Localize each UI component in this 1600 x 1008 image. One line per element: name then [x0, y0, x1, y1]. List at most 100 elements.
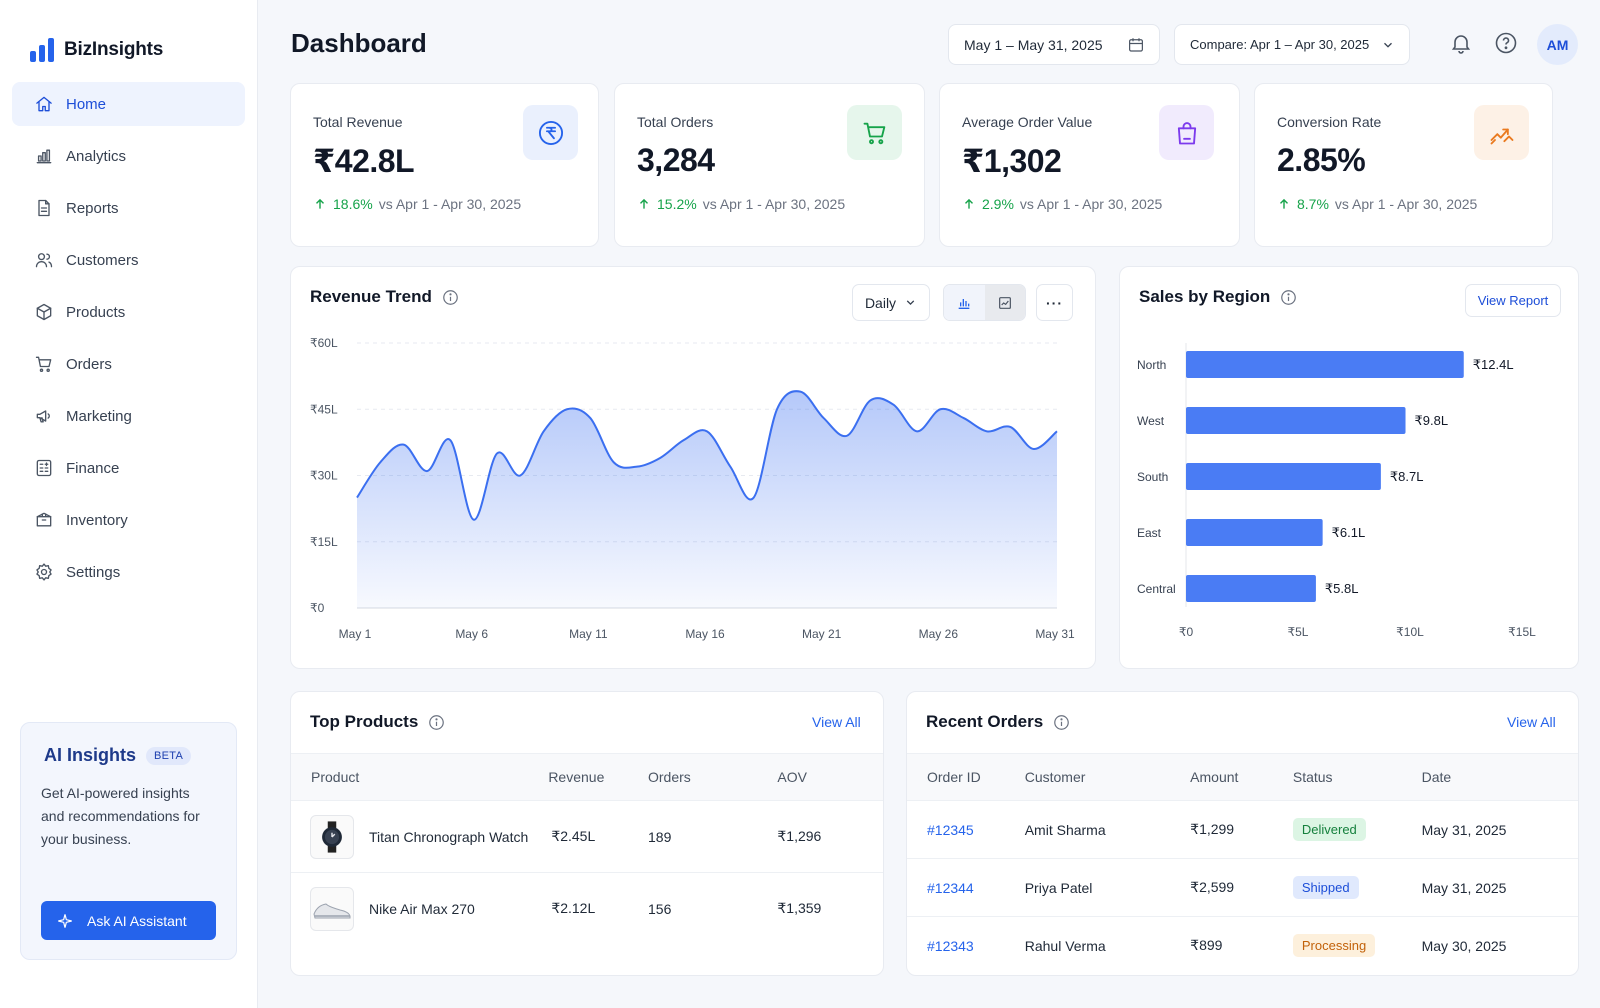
info-icon[interactable]	[428, 714, 445, 731]
sidebar-item-label: Analytics	[66, 147, 127, 165]
area-view-button[interactable]	[984, 285, 1025, 320]
granularity-value: Daily	[864, 294, 897, 311]
product-thumbnail	[310, 814, 354, 859]
sidebar-item-inventory[interactable]: Inventory	[12, 498, 245, 542]
more-options-button[interactable]: ···	[1036, 284, 1073, 321]
column-header[interactable]: Status	[1292, 753, 1422, 801]
x-tick-label: May 31	[1035, 627, 1075, 641]
date-range-picker[interactable]: May 1 – May 31, 2025	[948, 24, 1160, 65]
granularity-dropdown[interactable]: Daily	[852, 284, 930, 321]
sales-by-region-card: Sales by Region View Report North ₹12.4L W…	[1119, 266, 1579, 669]
order-customer: Priya Patel	[1024, 858, 1191, 917]
revenue-trend-title: Revenue Trend	[310, 287, 432, 306]
table-row[interactable]: #12344 Priya Patel ₹2,599 Shipped May 31…	[907, 858, 1578, 917]
top-products-view-all-link[interactable]: View All	[812, 714, 861, 730]
order-id-link[interactable]: #12345	[927, 821, 974, 838]
sidebar-item-customers[interactable]: Customers	[12, 238, 245, 282]
bar-chart-icon	[36, 149, 52, 164]
kpi-card-conversion-rate: Conversion Rate 2.85% 8.7% vs Apr 1 - Ap…	[1254, 83, 1553, 247]
sidebar-item-products[interactable]: Products	[12, 290, 245, 334]
product-cell: Titan Chronograph Watch	[291, 800, 549, 873]
kpi-label: Total Revenue	[313, 114, 403, 130]
arrow-up-icon	[965, 198, 973, 209]
shoe-icon	[313, 903, 351, 919]
kpi-change: 8.7% vs Apr 1 - Apr 30, 2025	[1277, 196, 1477, 212]
sidebar-item-finance[interactable]: Finance	[12, 446, 245, 490]
sidebar-item-label: Finance	[66, 459, 120, 477]
table-row[interactable]: #12345 Amit Sharma ₹1,299 Delivered May …	[907, 800, 1578, 859]
product-aov: ₹1,359	[777, 900, 822, 917]
order-date: May 31, 2025	[1421, 858, 1578, 917]
sidebar: BizInsights Home Analytics Reports Customer…	[0, 0, 258, 1008]
x-tick-label: May 11	[569, 627, 608, 641]
column-header[interactable]: Amount	[1190, 753, 1293, 801]
sidebar-item-label: Home	[66, 95, 107, 113]
recent-orders-table: Order ID Customer Amount Status Date #12345 …	[907, 753, 1578, 975]
status-badge: Processing	[1292, 934, 1376, 958]
kpi-label: Average Order Value	[962, 114, 1093, 130]
product-orders: 189	[648, 800, 778, 873]
column-header[interactable]: Product	[291, 753, 549, 801]
column-header[interactable]: AOV	[777, 753, 883, 801]
product-name: Titan Chronograph Watch	[369, 828, 529, 845]
kpi-card-average-order-value: Average Order Value ₹1,302 2.9% vs Apr 1…	[939, 83, 1240, 247]
recent-orders-view-all-link[interactable]: View All	[1507, 714, 1556, 730]
kpi-value: ₹42.8L	[313, 143, 415, 179]
trend-up-icon	[1490, 128, 1513, 144]
y-tick-label: ₹30L	[310, 469, 338, 483]
kpi-icon-badge	[1159, 105, 1214, 160]
product-aov: ₹1,296	[777, 800, 883, 873]
table-row[interactable]: #12343 Rahul Verma ₹899 Processing May 3…	[907, 917, 1578, 975]
users-icon	[35, 253, 53, 268]
sidebar-item-marketing[interactable]: Marketing	[12, 394, 245, 438]
ask-ai-assistant-button[interactable]: Ask AI Assistant	[41, 901, 216, 940]
revenue-trend-card: Revenue Trend Daily ··· ₹0 ₹15L ₹30L ₹45L ₹6…	[290, 266, 1096, 669]
beta-badge: BETA	[146, 746, 192, 765]
kpi-value: 3,284	[637, 142, 715, 178]
info-icon[interactable]	[442, 289, 459, 306]
calculator-icon	[36, 459, 52, 477]
sidebar-item-home[interactable]: Home	[12, 82, 245, 126]
info-icon[interactable]	[1280, 289, 1297, 306]
kpi-icon-badge	[1474, 105, 1529, 160]
column-header[interactable]: Orders	[648, 753, 778, 801]
table-row[interactable]: Titan Chronograph Watch ₹2.45L 189 ₹1,29…	[291, 800, 883, 873]
column-header[interactable]: Order ID	[907, 753, 1025, 801]
sidebar-item-reports[interactable]: Reports	[12, 186, 245, 230]
product-cell: Nike Air Max 270	[291, 873, 548, 945]
y-tick-label: ₹0	[310, 601, 325, 615]
sidebar-item-analytics[interactable]: Analytics	[12, 134, 245, 178]
category-label: Central	[1137, 582, 1176, 596]
column-header[interactable]: Revenue	[548, 753, 648, 801]
table-row[interactable]: Nike Air Max 270 ₹2.12L 156 ₹1,359	[291, 873, 883, 945]
calendar-icon	[1129, 37, 1143, 52]
shopping-bag-icon	[1177, 121, 1196, 144]
sidebar-item-orders[interactable]: Orders	[12, 342, 245, 386]
column-header[interactable]: Date	[1421, 753, 1578, 801]
bar-view-button[interactable]	[944, 285, 985, 320]
order-id-link[interactable]: #12343	[927, 937, 974, 954]
sidebar-item-label: Marketing	[66, 407, 132, 425]
sidebar-item-label: Products	[66, 303, 126, 321]
ai-insights-title: AI Insights	[44, 745, 137, 765]
info-icon[interactable]	[1053, 714, 1070, 731]
help-button[interactable]	[1493, 30, 1519, 56]
order-id-link[interactable]: #12344	[927, 879, 974, 896]
x-tick-label: May 21	[802, 627, 842, 641]
view-report-button[interactable]: View Report	[1465, 284, 1561, 317]
column-header[interactable]: Customer	[1024, 753, 1191, 801]
kpi-compare-period: vs Apr 1 - Apr 30, 2025	[1019, 196, 1163, 212]
user-avatar[interactable]: AM	[1537, 24, 1578, 65]
cart-icon	[35, 356, 52, 373]
brand[interactable]: BizInsights	[0, 0, 257, 76]
top-products-title: Top Products	[310, 712, 419, 731]
arrow-up-icon	[640, 198, 648, 209]
notifications-button[interactable]	[1448, 30, 1474, 56]
region-bar	[1186, 407, 1406, 434]
compare-range-dropdown[interactable]: Compare: Apr 1 – Apr 30, 2025	[1174, 24, 1410, 65]
chevron-down-icon	[906, 300, 915, 306]
sidebar-item-settings[interactable]: Settings	[12, 550, 245, 594]
x-tick-label: ₹0	[1179, 625, 1194, 639]
product-orders: 156	[648, 900, 672, 917]
x-tick-label: ₹15L	[1508, 625, 1536, 639]
